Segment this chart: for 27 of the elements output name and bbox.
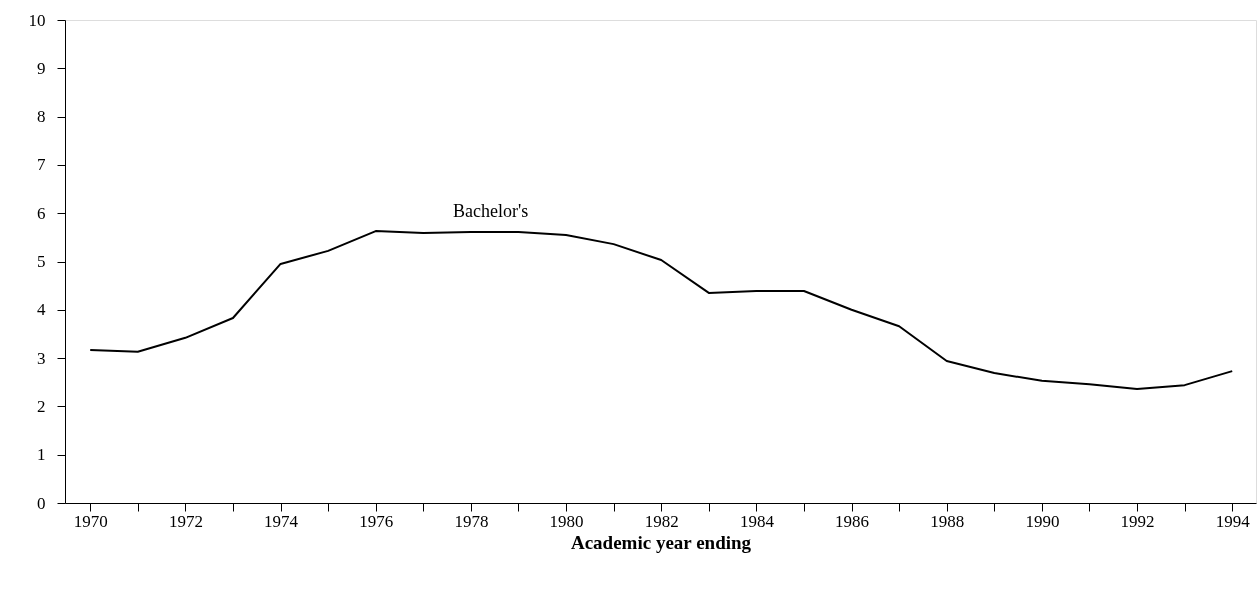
x-tick-label: 1974 [264, 511, 299, 531]
y-tick-label: 8 [37, 107, 46, 127]
x-tick-label: 1986 [835, 511, 870, 531]
y-tick-label: 5 [37, 252, 46, 271]
x-tick-label: 1988 [930, 511, 965, 531]
x-tick-label: 1970 [73, 511, 108, 531]
y-tick-label: 9 [37, 58, 46, 78]
x-tick-label: 1978 [454, 511, 489, 531]
x-tick-label: 1994 [1215, 511, 1251, 531]
x-tick-label: 1976 [359, 511, 394, 531]
y-tick-label: 6 [37, 203, 46, 223]
x-tick-label: 1982 [644, 511, 679, 531]
x-tick-label: 1984 [739, 511, 775, 531]
x-tick-label: 1990 [1025, 511, 1060, 531]
y-tick-label: 2 [37, 396, 46, 416]
y-tick-label: 3 [37, 348, 46, 368]
series-label: Bachelor's [453, 201, 529, 222]
y-tick-label: 10 [28, 10, 46, 30]
y-tick-label: 0 [37, 493, 46, 513]
x-tick-label: 1992 [1120, 511, 1155, 531]
y-tick-label: 1 [37, 445, 46, 465]
x-axis-title: Academic year ending [570, 531, 752, 553]
y-tick-label: 4 [37, 300, 46, 320]
y-tick-label: 7 [37, 155, 46, 175]
line-series [89, 230, 1234, 391]
x-tick-label: 1972 [168, 511, 203, 531]
x-tick-label: 1980 [549, 511, 584, 531]
